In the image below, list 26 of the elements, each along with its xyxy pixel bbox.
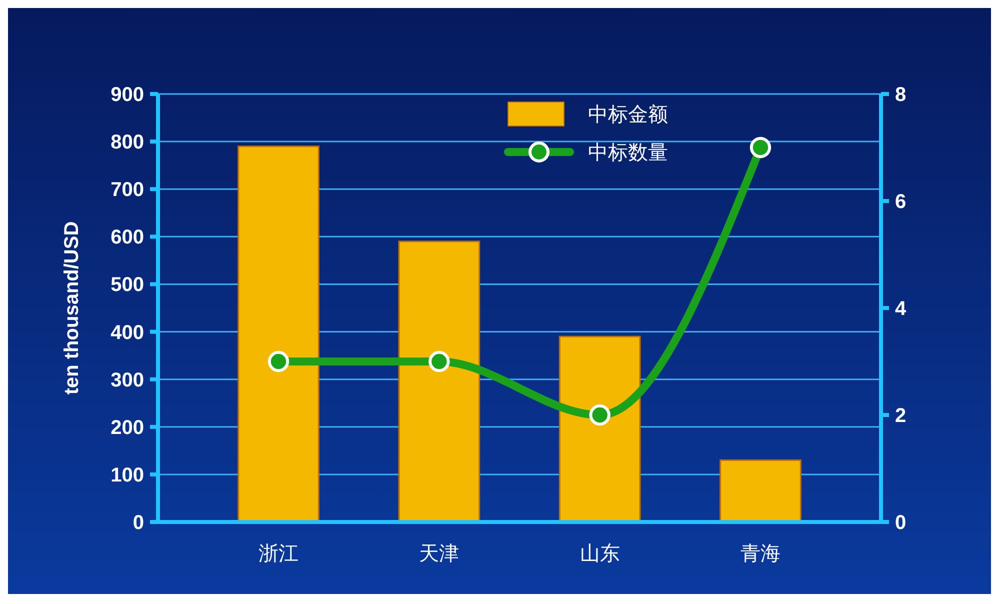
point [268,350,290,372]
point [750,136,772,158]
x-tick-label: 山东 [580,543,620,565]
y-tick-label: 900 [110,84,144,106]
y2-tick-label: 8 [895,84,906,106]
y2-tick-label: 0 [895,512,906,534]
y-tick-label: 600 [110,226,144,249]
y-axis-title: ten thousand/USD [61,221,83,395]
y-tick-label: 800 [110,132,144,154]
y2-tick-label: 2 [895,405,906,427]
y-tick-label: 300 [110,369,144,392]
y-tick-label: 0 [132,512,144,534]
y2-tick-label: 4 [895,298,907,320]
x-tick-label: 青海 [740,543,780,565]
legend-label: 中标数量 [588,142,668,164]
y-tick-label: 100 [110,464,144,486]
x-tick-label: 浙江 [258,543,298,565]
y-tick-label: 200 [110,416,144,439]
x-tick-label: 天津 [419,543,460,565]
point [428,350,450,372]
y-tick-label: 500 [110,274,144,296]
legend-label: 中标金额 [588,104,668,126]
y-tick-label: 400 [110,322,144,344]
point [589,404,610,426]
y-tick-label: 700 [110,179,144,202]
y2-tick-label: 6 [895,191,906,213]
